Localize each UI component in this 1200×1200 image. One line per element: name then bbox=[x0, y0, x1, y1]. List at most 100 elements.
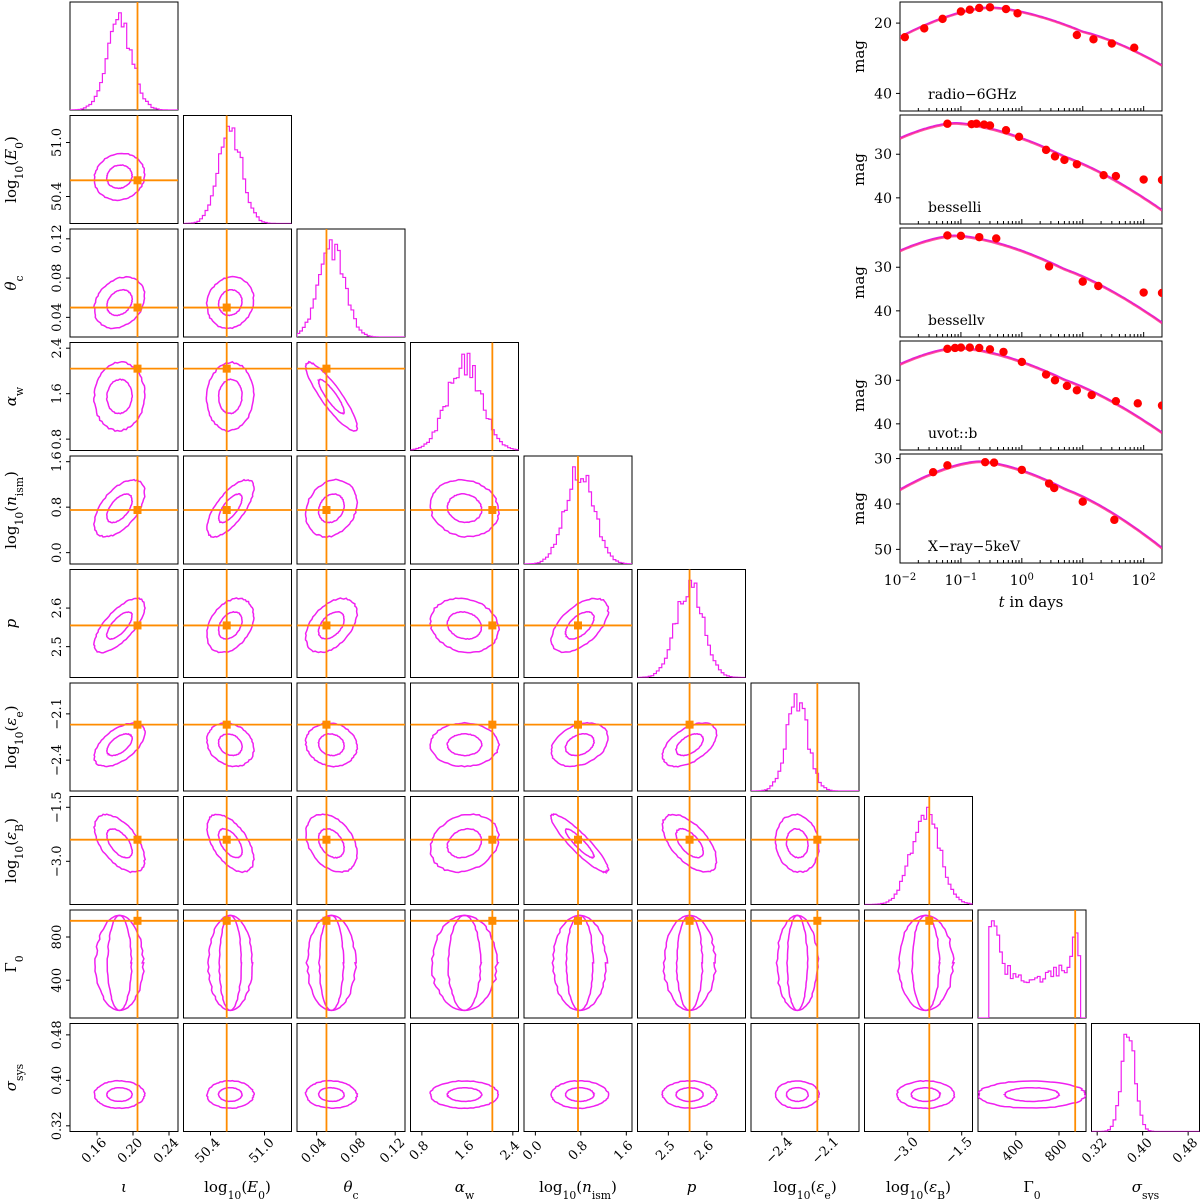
data-point bbox=[943, 119, 952, 128]
y-tick-label: 30 bbox=[874, 260, 892, 276]
plot-area bbox=[751, 910, 859, 1018]
data-point bbox=[928, 467, 938, 477]
label-part: ) bbox=[945, 1178, 951, 1196]
tick-base: 10 bbox=[1010, 573, 1028, 589]
contour-1sigma bbox=[317, 493, 346, 524]
label-part: ism bbox=[13, 477, 26, 496]
plot-area bbox=[410, 910, 519, 1018]
histogram-theta_c bbox=[297, 239, 405, 337]
data-point bbox=[1013, 9, 1022, 18]
contour-2sigma bbox=[774, 1080, 821, 1109]
y-axis-label-theta_c: θc bbox=[2, 275, 26, 290]
x-tick-label: 2.4 bbox=[498, 1138, 523, 1163]
axes-frame bbox=[637, 909, 746, 1019]
label-part: log bbox=[539, 1178, 563, 1196]
truth-marker bbox=[685, 835, 694, 844]
plot-area bbox=[70, 569, 178, 678]
contour-1sigma bbox=[674, 733, 705, 757]
label-part: ) bbox=[2, 705, 20, 711]
x-axis-label-theta_c: θc bbox=[343, 1178, 358, 1200]
contour-1sigma bbox=[105, 828, 134, 859]
data-point bbox=[943, 461, 952, 470]
axes-frame bbox=[410, 796, 519, 905]
panel-log_eps_B-vs-iota: −3.0 −1.5 log10(εB) bbox=[2, 792, 179, 905]
data-point bbox=[943, 344, 952, 354]
panel-log_eps_e-vs-alpha_w bbox=[410, 682, 519, 792]
data-point bbox=[1107, 39, 1117, 48]
plot-area bbox=[410, 456, 519, 564]
data-point bbox=[1014, 132, 1024, 141]
panel-log_eps_e-vs-log_nism bbox=[523, 682, 633, 792]
contour-2sigma bbox=[93, 597, 146, 654]
axes-frame bbox=[899, 340, 1163, 451]
label-part: σ bbox=[2, 1080, 20, 1091]
x-tick-label: 0.8 bbox=[566, 1138, 591, 1163]
plot-area bbox=[70, 910, 178, 1018]
contour-2sigma bbox=[896, 1079, 956, 1110]
plot-area bbox=[70, 342, 178, 451]
plot-area bbox=[183, 115, 292, 224]
histogram-alpha_w bbox=[410, 352, 519, 451]
label-part: log bbox=[2, 745, 20, 769]
y-tick-label: 0.8 bbox=[50, 429, 65, 450]
panel-alpha_w-vs-alpha_w bbox=[410, 342, 519, 451]
contour-2sigma bbox=[205, 360, 255, 433]
x-tick-label: 0.08 bbox=[338, 1135, 369, 1166]
x-tick-label: 1.6 bbox=[611, 1138, 636, 1163]
label-part: p bbox=[2, 618, 20, 628]
plot-area bbox=[297, 456, 405, 564]
contour-1sigma bbox=[105, 288, 134, 317]
truth-marker bbox=[488, 621, 497, 630]
plot-area bbox=[183, 456, 292, 564]
label-part: log bbox=[2, 859, 20, 883]
contour-2sigma bbox=[93, 478, 146, 538]
plot-area bbox=[297, 569, 405, 678]
truth-marker bbox=[574, 916, 582, 925]
data-point bbox=[975, 232, 984, 242]
x-axis-label-rest: in days bbox=[1005, 593, 1064, 611]
y-tick-label: 40 bbox=[874, 191, 892, 207]
panel-p-vs-alpha_w bbox=[410, 569, 519, 678]
truth-marker bbox=[222, 506, 231, 514]
tick-exponent: −1 bbox=[962, 572, 977, 583]
data-point bbox=[1072, 160, 1082, 169]
tick-base: 10 bbox=[884, 573, 902, 589]
plot-area bbox=[1091, 1033, 1200, 1132]
x-tick-label: 0.12 bbox=[377, 1135, 408, 1166]
y-axis-label: mag bbox=[850, 153, 868, 186]
truth-marker bbox=[133, 621, 142, 630]
y-tick-label: 400 bbox=[50, 968, 65, 993]
data-point bbox=[1111, 396, 1121, 406]
contour-1sigma bbox=[105, 378, 134, 415]
data-point bbox=[1050, 376, 1060, 385]
label-part: B bbox=[937, 1189, 945, 1200]
label-part: sys bbox=[1142, 1189, 1159, 1200]
y-tick-label: 0.0 bbox=[50, 542, 65, 563]
contour-2sigma bbox=[429, 721, 501, 768]
contour-1sigma bbox=[446, 732, 483, 757]
x-tick-label: −3.0 bbox=[889, 1135, 922, 1168]
plot-area bbox=[637, 683, 746, 791]
label-part: ε bbox=[2, 718, 20, 726]
axes-frame bbox=[183, 342, 292, 451]
axes-frame bbox=[69, 909, 179, 1019]
truth-marker bbox=[685, 916, 694, 925]
tick-base: 10 bbox=[945, 573, 963, 589]
plot-area bbox=[661, 1023, 719, 1132]
contour-2sigma bbox=[550, 721, 609, 768]
data-point bbox=[985, 3, 995, 12]
axes-frame bbox=[864, 1023, 973, 1132]
plot-area bbox=[297, 229, 405, 337]
label-part: ) bbox=[2, 136, 20, 142]
histogram-Gamma0 bbox=[978, 920, 1086, 1018]
label-part: w bbox=[13, 386, 26, 396]
truth-marker bbox=[574, 621, 582, 630]
contour-2sigma bbox=[978, 1080, 1086, 1109]
contour-2sigma bbox=[93, 813, 147, 874]
label-part: 10 bbox=[797, 1189, 811, 1200]
panel-alpha_w-vs-iota: 0.8 1.6 2.4 αw bbox=[2, 338, 179, 451]
y-tick-label: 0.48 bbox=[50, 1020, 65, 1049]
tick-base: 10 bbox=[1132, 573, 1150, 589]
